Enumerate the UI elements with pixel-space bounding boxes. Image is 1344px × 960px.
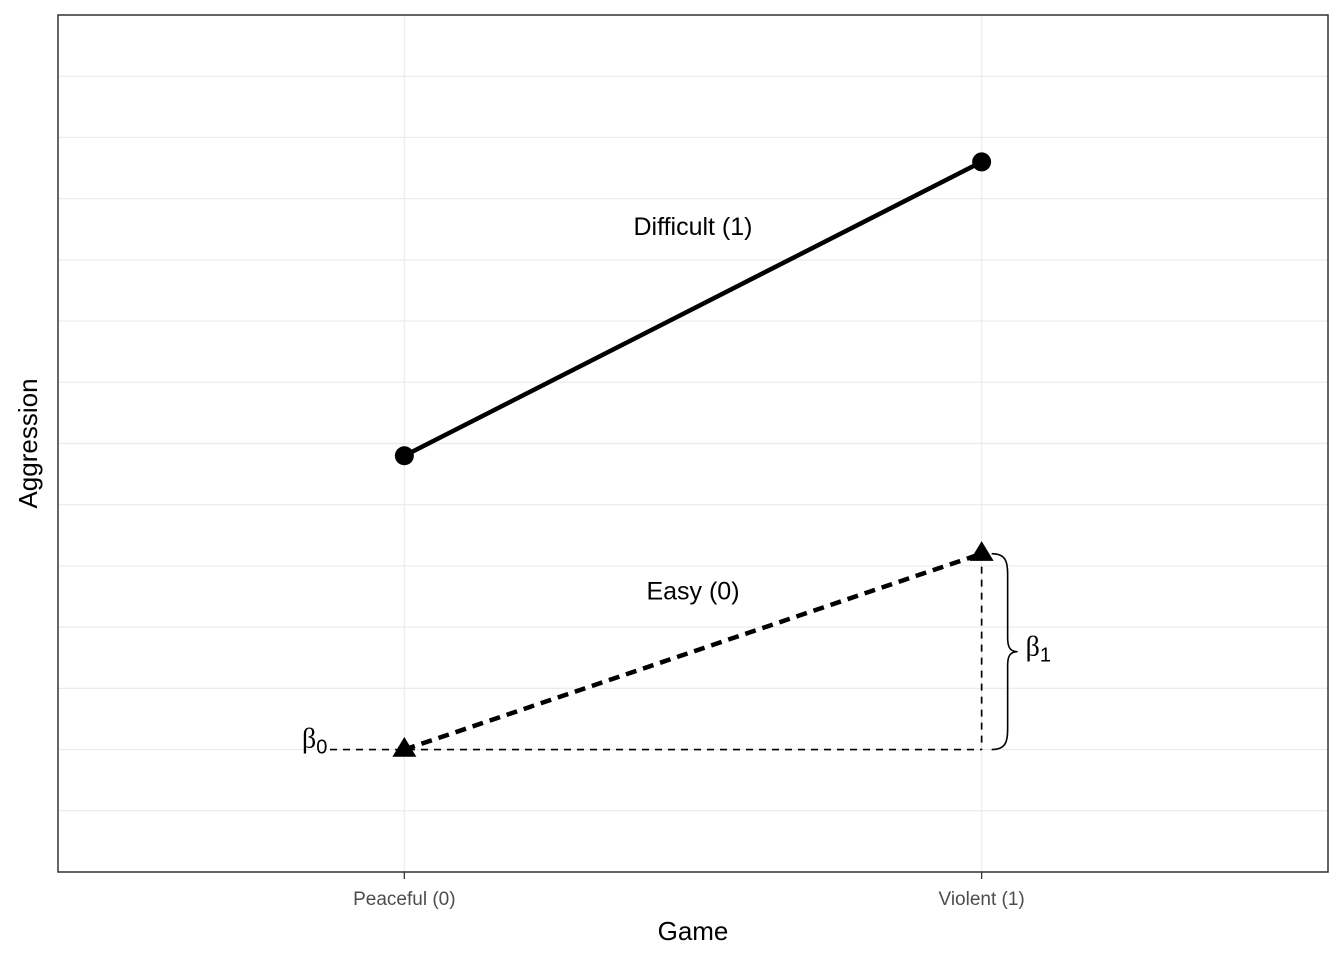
easy-point [392,736,417,757]
x-axis-ticks: Peaceful (0) Violent (1) [353,872,1025,910]
difficult-point [972,152,992,172]
difficult-series-label: Difficult (1) [633,213,752,241]
series-group [392,152,994,757]
beta1-brace [991,552,1018,751]
x-tick-label: Violent (1) [939,889,1025,910]
x-axis-title: Game [658,916,729,946]
easy-point [969,541,994,561]
easy-series-line [403,551,983,752]
series-labels: Difficult (1) Easy (0) [633,213,752,606]
x-tick-label: Peaceful (0) [353,889,455,910]
beta1-subscript: 1 [1040,645,1051,667]
panel-border [57,14,1329,873]
beta1-symbol: β [1026,632,1040,663]
difficult-point [394,446,414,466]
easy-series-label: Easy (0) [646,578,739,606]
difficult-series-line [403,159,983,458]
beta1-annotation: β1 [1026,632,1051,667]
y-axis-title: Aggression [13,378,43,508]
beta0-annotation: β0 [302,724,327,759]
grid [58,14,1328,873]
beta0-symbol: β [302,724,316,755]
beta0-subscript: 0 [316,737,327,759]
